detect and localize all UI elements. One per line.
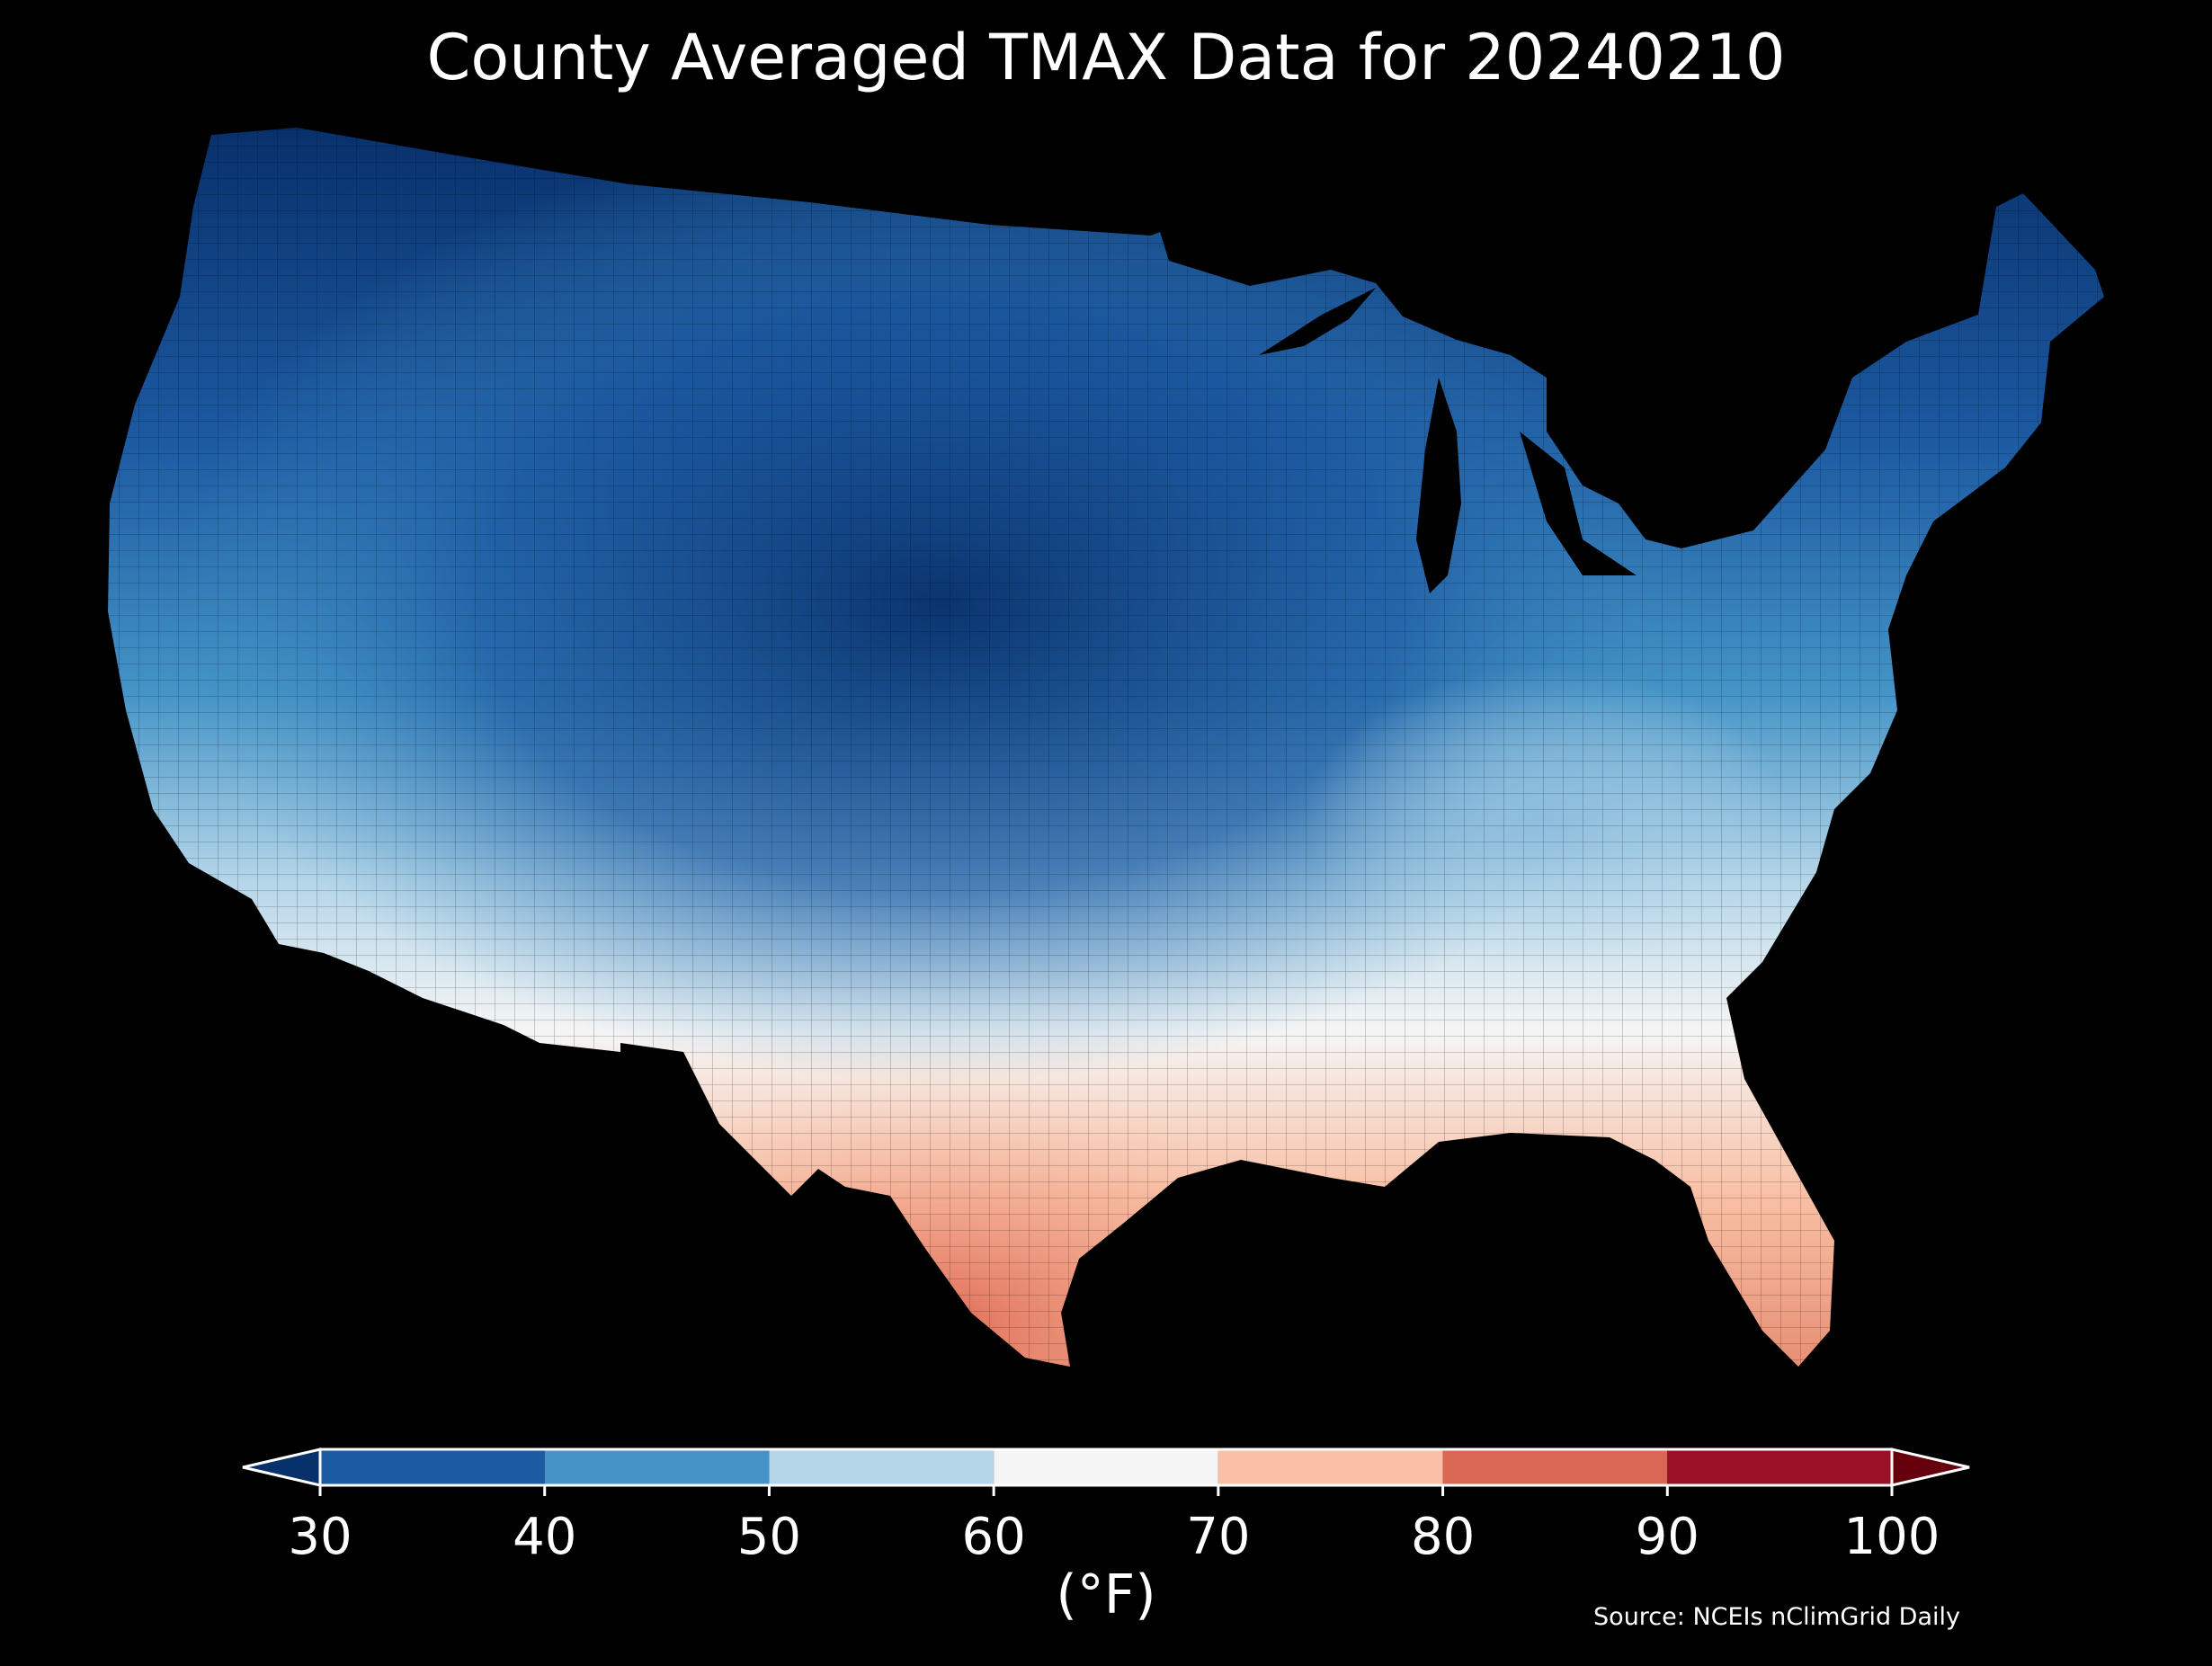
lake-huron-erie [1520, 432, 1637, 575]
colorbar-tick-label: 40 [513, 1508, 576, 1566]
source-note: Source: NCEIs nClimGrid Daily [1593, 1603, 1960, 1631]
colorbar-frame [318, 1448, 1894, 1487]
colorbar-extend-high [1890, 1448, 1970, 1487]
colorbar-bin [769, 1449, 995, 1485]
colorbar-tick-label: 50 [737, 1508, 801, 1566]
colorbar-bin [320, 1449, 545, 1485]
colorbar-tick-label: 60 [962, 1508, 1026, 1566]
colorbar-bin [994, 1449, 1218, 1485]
colorbar-units-label: (°F) [1056, 1564, 1156, 1626]
colorbar-bin [1442, 1449, 1668, 1485]
colorbar-bin [544, 1449, 770, 1485]
colorbar-tick-label: 70 [1186, 1508, 1250, 1566]
lake-superior [1259, 288, 1376, 355]
colorbar-tick-label: 80 [1411, 1508, 1475, 1566]
lake-michigan [1416, 378, 1461, 593]
colorbar-extend-low [242, 1448, 322, 1487]
colorbar-bin [1667, 1449, 1892, 1485]
colorbar-bin [1217, 1449, 1443, 1485]
colorbar-tick-label: 30 [288, 1508, 352, 1566]
colorbar-tick-label: 100 [1844, 1508, 1940, 1566]
colorbar-tick-label: 90 [1636, 1508, 1699, 1566]
map-title: County Averaged TMAX Data for 20240210 [426, 21, 1786, 94]
